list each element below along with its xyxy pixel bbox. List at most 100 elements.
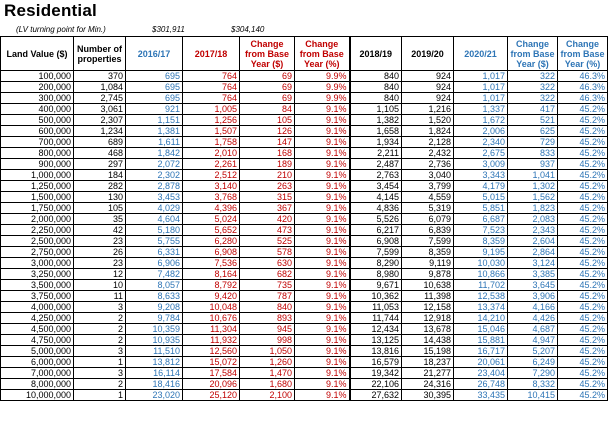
column-header-rate-2019-20: 2019/20 xyxy=(401,36,454,71)
cell-change-base-percent-2017-18: 9.1% xyxy=(294,290,350,302)
table-row: 4,500,000 2 10,359 11,304 945 9.1% 12,434 13,67… xyxy=(0,323,608,335)
cell-land-value: 1,500,000 xyxy=(0,191,74,203)
cell-rate-2019-20: 2,432 xyxy=(401,147,454,159)
cell-rate-2016-17: 695 xyxy=(125,92,183,104)
cell-change-base-percent-2017-18: 9.1% xyxy=(294,180,350,192)
cell-change-base-dollar-2017-18: 69 xyxy=(239,92,295,104)
cell-change-base-dollar-2020-21: 4,166 xyxy=(507,301,558,313)
cell-rate-2017-18: 8,792 xyxy=(182,279,240,291)
cell-change-base-percent-2017-18: 9.1% xyxy=(294,268,350,280)
cell-change-base-percent-2020-21: 45.2% xyxy=(557,378,608,390)
cell-change-base-percent-2020-21: 45.2% xyxy=(557,323,608,335)
cell-rate-2016-17: 2,878 xyxy=(125,180,183,192)
cell-rate-2020-21: 5,851 xyxy=(453,202,508,214)
cell-rate-2016-17: 1,611 xyxy=(125,136,183,148)
cell-number-of-properties: 3 xyxy=(73,301,126,313)
cell-land-value: 4,000,000 xyxy=(0,301,74,313)
cell-rate-2020-21: 10,866 xyxy=(453,268,508,280)
cell-rate-2020-21: 1,017 xyxy=(453,81,508,93)
cell-number-of-properties: 130 xyxy=(73,191,126,203)
cell-rate-2017-18: 20,096 xyxy=(182,378,240,390)
cell-rate-2019-20: 8,359 xyxy=(401,246,454,258)
cell-land-value: 6,000,000 xyxy=(0,356,74,368)
cell-rate-2019-20: 11,398 xyxy=(401,290,454,302)
cell-land-value: 2,250,000 xyxy=(0,224,74,236)
cell-rate-2018-19: 6,908 xyxy=(348,235,402,247)
cell-change-base-dollar-2020-21: 1,302 xyxy=(507,180,558,192)
cell-rate-2019-20: 30,395 xyxy=(401,389,454,401)
cell-land-value: 200,000 xyxy=(0,81,74,93)
cell-land-value: 300,000 xyxy=(0,92,74,104)
cell-rate-2017-18: 8,164 xyxy=(182,268,240,280)
cell-rate-2018-19: 840 xyxy=(348,81,402,93)
cell-change-base-percent-2017-18: 9.1% xyxy=(294,356,350,368)
column-header-change-base-dollar-2020-21: Change from Base Year ($) xyxy=(507,36,558,71)
cell-rate-2020-21: 1,017 xyxy=(453,92,508,104)
cell-change-base-dollar-2020-21: 2,604 xyxy=(507,235,558,247)
table-row: 3,500,000 10 8,057 8,792 735 9.1% 9,671 10,638 1… xyxy=(0,279,608,291)
cell-rate-2018-19: 2,487 xyxy=(348,158,402,170)
cell-change-base-dollar-2017-18: 682 xyxy=(239,268,295,280)
cell-rate-2016-17: 5,180 xyxy=(125,224,183,236)
cell-rate-2017-18: 4,396 xyxy=(182,202,240,214)
cell-rate-2020-21: 23,404 xyxy=(453,367,508,379)
cell-rate-2020-21: 3,009 xyxy=(453,158,508,170)
cell-land-value: 2,750,000 xyxy=(0,246,74,258)
cell-rate-2019-20: 2,736 xyxy=(401,158,454,170)
cell-land-value: 800,000 xyxy=(0,147,74,159)
cell-rate-2020-21: 4,179 xyxy=(453,180,508,192)
cell-rate-2017-18: 1,758 xyxy=(182,136,240,148)
cell-rate-2020-21: 20,061 xyxy=(453,356,508,368)
cell-land-value: 3,250,000 xyxy=(0,268,74,280)
cell-rate-2019-20: 24,316 xyxy=(401,378,454,390)
cell-change-base-dollar-2017-18: 1,260 xyxy=(239,356,295,368)
cell-land-value: 1,250,000 xyxy=(0,180,74,192)
cell-rate-2018-19: 1,105 xyxy=(348,103,402,115)
cell-rate-2017-18: 1,005 xyxy=(182,103,240,115)
cell-rate-2020-21: 15,046 xyxy=(453,323,508,335)
cell-change-base-percent-2017-18: 9.1% xyxy=(294,158,350,170)
cell-land-value: 4,250,000 xyxy=(0,312,74,324)
cell-land-value: 900,000 xyxy=(0,158,74,170)
cell-rate-2019-20: 13,678 xyxy=(401,323,454,335)
cell-change-base-dollar-2017-18: 2,100 xyxy=(239,389,295,401)
cell-change-base-percent-2020-21: 45.2% xyxy=(557,147,608,159)
table-row: 200,000 1,084 695 764 69 9.9% 840 924 1,017 322 46… xyxy=(0,81,608,93)
cell-land-value: 600,000 xyxy=(0,125,74,137)
cell-rate-2016-17: 7,482 xyxy=(125,268,183,280)
cell-rate-2018-19: 11,744 xyxy=(348,312,402,324)
cell-rate-2018-19: 11,053 xyxy=(348,301,402,313)
cell-rate-2017-18: 5,652 xyxy=(182,224,240,236)
cell-change-base-percent-2017-18: 9.1% xyxy=(294,136,350,148)
cell-rate-2018-19: 16,579 xyxy=(348,356,402,368)
cell-change-base-dollar-2017-18: 735 xyxy=(239,279,295,291)
table-row: 3,000,000 23 6,906 7,536 630 9.1% 8,290 9,119 10… xyxy=(0,257,608,269)
cell-change-base-dollar-2017-18: 525 xyxy=(239,235,295,247)
cell-land-value: 3,000,000 xyxy=(0,257,74,269)
table-row: 1,500,000 130 3,453 3,768 315 9.1% 4,145 4,559 5… xyxy=(0,191,608,203)
cell-rate-2019-20: 924 xyxy=(401,70,454,82)
cell-rate-2017-18: 6,908 xyxy=(182,246,240,258)
cell-change-base-percent-2020-21: 45.2% xyxy=(557,257,608,269)
cell-land-value: 5,000,000 xyxy=(0,345,74,357)
cell-rate-2017-18: 1,256 xyxy=(182,114,240,126)
cell-rate-2020-21: 15,881 xyxy=(453,334,508,346)
cell-change-base-percent-2017-18: 9.1% xyxy=(294,125,350,137)
column-header-change-base-percent-2020-21: Change from Base Year (%) xyxy=(557,36,608,71)
cell-change-base-percent-2017-18: 9.1% xyxy=(294,114,350,126)
cell-change-base-dollar-2017-18: 1,050 xyxy=(239,345,295,357)
cell-change-base-dollar-2017-18: 69 xyxy=(239,70,295,82)
cell-change-base-percent-2017-18: 9.1% xyxy=(294,103,350,115)
cell-rate-2016-17: 695 xyxy=(125,81,183,93)
cell-change-base-dollar-2020-21: 1,041 xyxy=(507,169,558,181)
column-header-change-base-percent-2017-18: Change from Base Year (%) xyxy=(294,36,350,71)
cell-change-base-percent-2020-21: 46.3% xyxy=(557,81,608,93)
cell-rate-2017-18: 10,048 xyxy=(182,301,240,313)
cell-change-base-percent-2017-18: 9.1% xyxy=(294,301,350,313)
cell-change-base-dollar-2020-21: 729 xyxy=(507,136,558,148)
cell-change-base-percent-2020-21: 45.2% xyxy=(557,136,608,148)
cell-change-base-percent-2020-21: 45.2% xyxy=(557,202,608,214)
cell-change-base-percent-2020-21: 45.2% xyxy=(557,235,608,247)
cell-rate-2017-18: 10,676 xyxy=(182,312,240,324)
cell-rate-2020-21: 16,717 xyxy=(453,345,508,357)
